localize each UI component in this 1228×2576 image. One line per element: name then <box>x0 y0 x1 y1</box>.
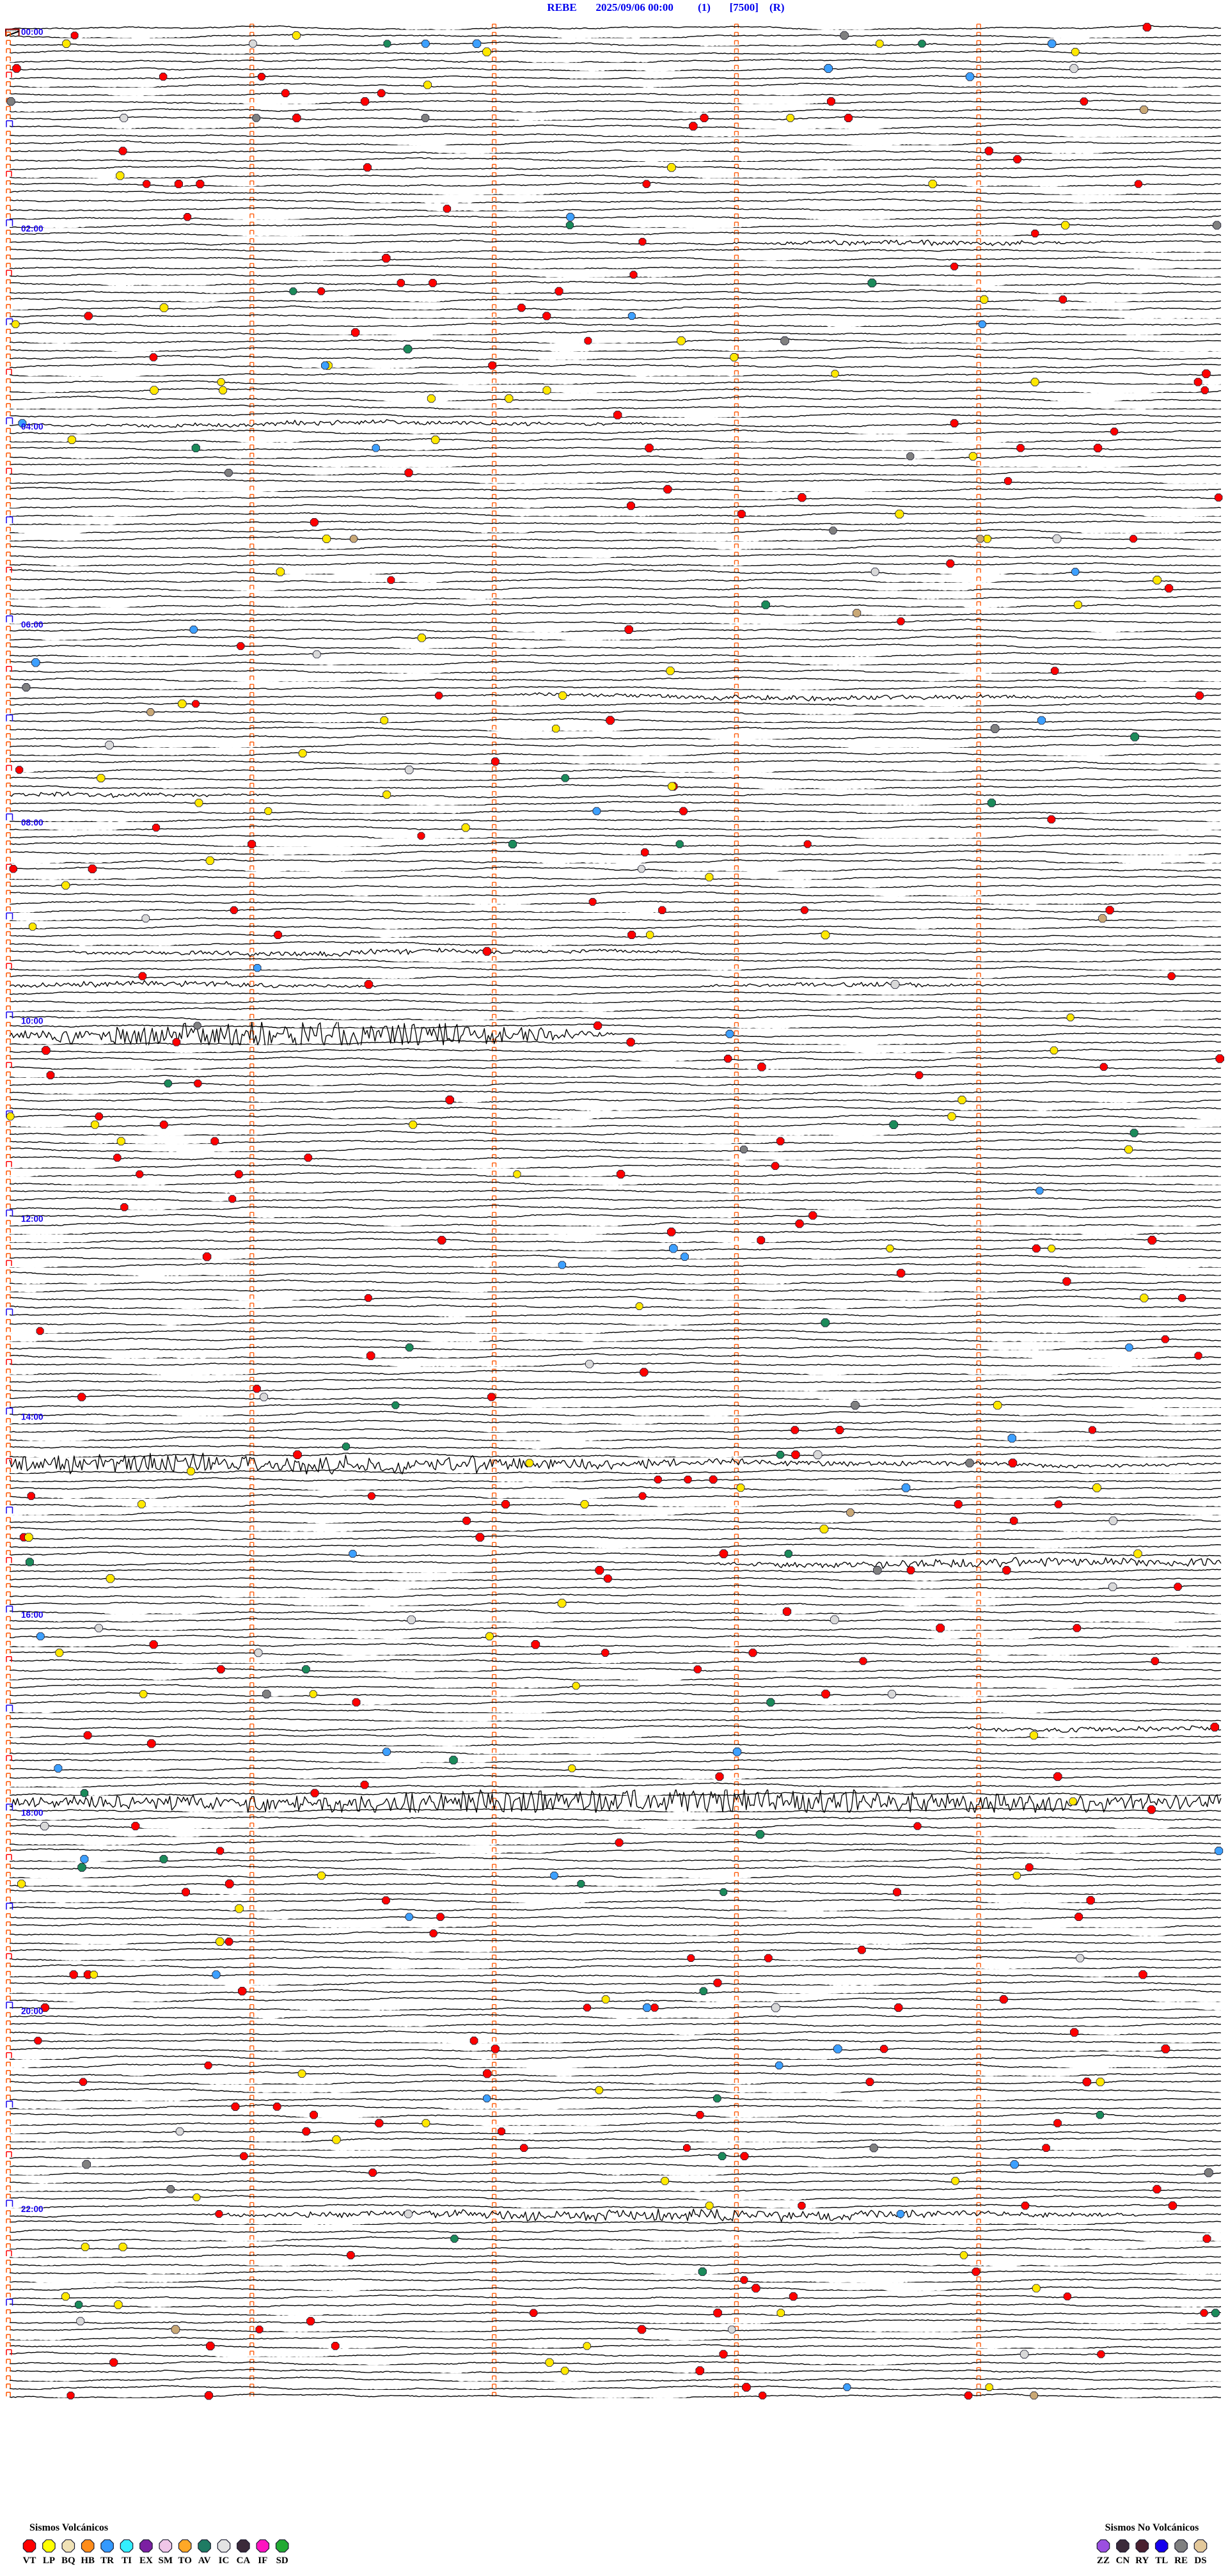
svg-text:TR: TR <box>100 2556 114 2566</box>
svg-text:REBE 2025/09/06 00:00: REBE 2025/09/06 00:00 (1) [7500] (R) <box>547 1 784 13</box>
svg-text:CN: CN <box>1116 2556 1130 2566</box>
svg-text:SD: SD <box>276 2556 288 2566</box>
svg-text:EX: EX <box>139 2556 153 2566</box>
svg-text:20:00: 20:00 <box>21 2006 43 2016</box>
svg-text:TI: TI <box>122 2556 132 2566</box>
svg-text:06:00: 06:00 <box>21 620 43 629</box>
svg-text:AV: AV <box>198 2556 211 2566</box>
svg-text:TO: TO <box>178 2556 191 2566</box>
svg-text:HB: HB <box>81 2556 95 2566</box>
svg-text:08:00: 08:00 <box>21 818 43 828</box>
svg-text:BQ: BQ <box>61 2556 75 2566</box>
svg-text:IF: IF <box>258 2556 267 2566</box>
svg-text:Sismos Volcánicos: Sismos Volcánicos <box>29 2522 108 2533</box>
svg-text:Sismos No Volcánicos: Sismos No Volcánicos <box>1105 2522 1199 2533</box>
svg-text:12:00: 12:00 <box>21 1214 43 1224</box>
svg-text:00:00: 00:00 <box>21 28 43 37</box>
svg-text:18:00: 18:00 <box>21 1808 43 1818</box>
svg-text:22:00: 22:00 <box>21 2204 43 2214</box>
svg-text:SM: SM <box>159 2556 173 2566</box>
svg-text:16:00: 16:00 <box>21 1610 43 1620</box>
svg-text:ZZ: ZZ <box>1097 2556 1110 2566</box>
svg-text:DS: DS <box>1194 2556 1206 2566</box>
svg-text:LP: LP <box>43 2556 55 2566</box>
svg-text:14:00: 14:00 <box>21 1412 43 1422</box>
svg-text:RY: RY <box>1135 2556 1149 2566</box>
svg-text:CA: CA <box>237 2556 251 2566</box>
svg-text:VT: VT <box>23 2556 36 2566</box>
svg-text:TL: TL <box>1155 2556 1168 2566</box>
svg-text:RE: RE <box>1174 2556 1188 2566</box>
svg-text:10:00: 10:00 <box>21 1016 43 1025</box>
svg-text:IC: IC <box>219 2556 230 2566</box>
svg-text:04:00: 04:00 <box>21 422 43 432</box>
svg-text:02:00: 02:00 <box>21 224 43 233</box>
